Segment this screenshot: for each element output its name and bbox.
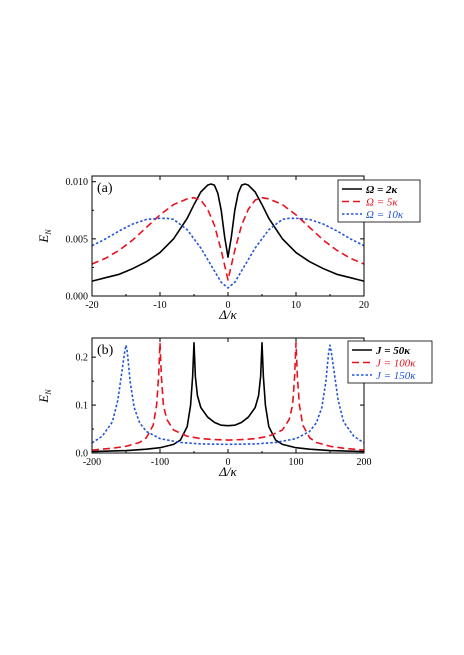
legend-box (337, 179, 421, 223)
y-tick-label: 0.2 (76, 353, 89, 364)
y-axis-label: EN (36, 389, 53, 404)
series-line-1 (92, 183, 364, 282)
legend-label-3: J = 150κ (376, 370, 416, 382)
legend-label-2: J = 100κ (376, 358, 416, 370)
legend: Ω = 2κΩ = 5κΩ = 10κ (337, 179, 421, 223)
series-line-2 (92, 341, 364, 451)
x-tick-label: 100 (289, 457, 304, 468)
series-line-3 (92, 344, 364, 446)
legend-label-3: Ω = 10κ (366, 209, 404, 221)
x-axis-label: Δ/κ (218, 307, 237, 322)
x-tick-label: -20 (85, 300, 98, 311)
y-axis-label: EN (36, 229, 53, 244)
y-tick-label: 0.1 (76, 401, 89, 412)
legend-label-1: J = 50κ (375, 345, 411, 357)
y-tick-label: 0.0 (76, 449, 89, 460)
panel-label: (a) (97, 181, 113, 196)
chart-panel-1: -20 -10 0 10 20 0.000 0.005 0.010 Δ/κ EN (a) Ω = 2κ… (36, 175, 421, 322)
series-line-2 (92, 196, 364, 281)
x-tick-label: 200 (357, 457, 372, 468)
y-tick-label: 0.000 (66, 292, 89, 303)
legend-box (347, 340, 433, 384)
x-tick-label: 0 (226, 300, 231, 311)
x-tick-label: -10 (153, 300, 166, 311)
y-tick-label: 0.005 (66, 234, 89, 245)
x-axis-label: Δ/κ (218, 464, 237, 479)
x-tick-label: 20 (359, 300, 369, 311)
series-line-3 (92, 217, 364, 289)
y-tick-label: 0.010 (66, 177, 89, 188)
x-tick-label: 0 (226, 457, 231, 468)
panel-label: (b) (97, 343, 114, 358)
x-tick-label: -200 (83, 457, 101, 468)
series-line-1 (92, 341, 364, 453)
legend-label-1: Ω = 2κ (366, 184, 398, 196)
x-tick-label: -100 (151, 457, 169, 468)
legend-label-2: Ω = 5κ (366, 197, 398, 209)
x-tick-label: 10 (291, 300, 301, 311)
